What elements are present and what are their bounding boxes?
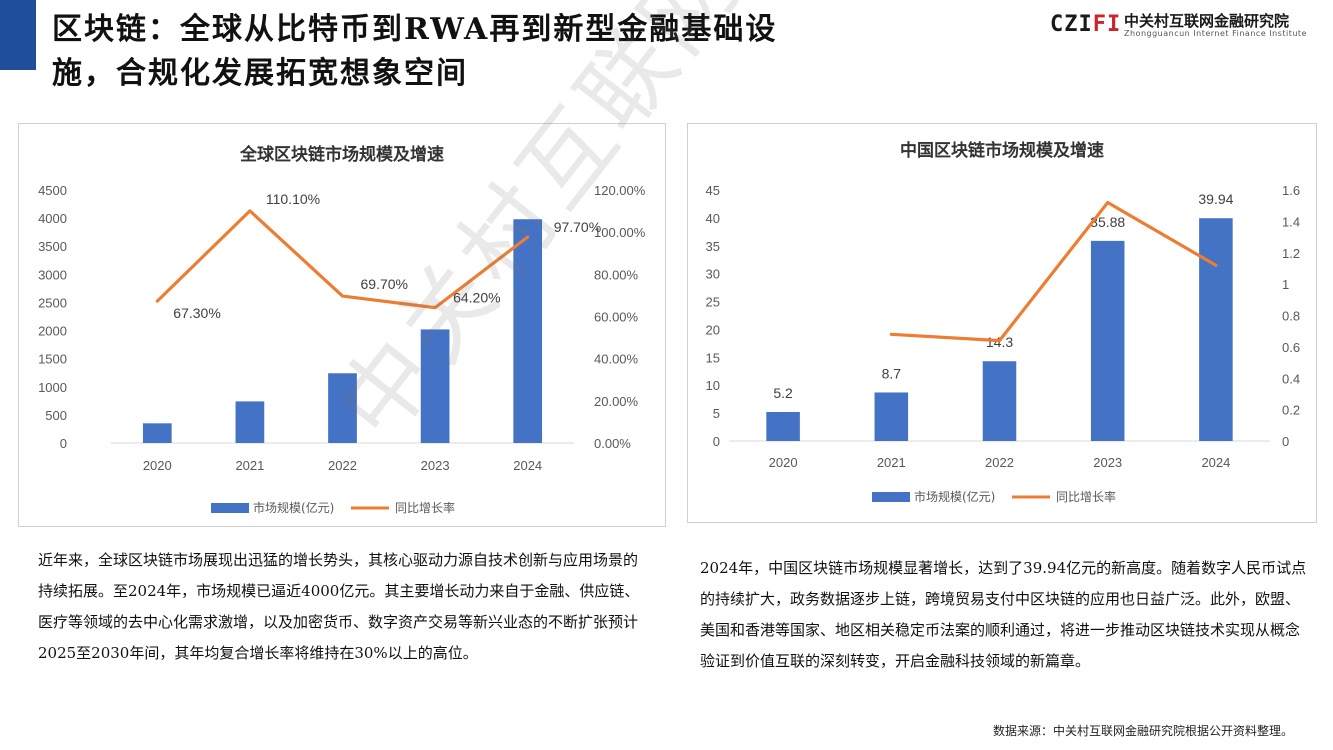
y-right-tick-label: 0.00% <box>594 436 631 451</box>
page-title-line1: 区块链：全球从比特币到RWA再到新型金融基础设 <box>52 12 778 47</box>
line-data-label: 69.70% <box>361 276 408 292</box>
global-chart-panel: 全球区块链市场规模及增速 0 500 1000 1500 2000 2500 3000 3500… <box>18 123 666 527</box>
x-tick-label: 2024 <box>1201 455 1230 470</box>
y-left-tick-label: 40 <box>706 211 720 226</box>
x-tick-label: 2020 <box>143 458 172 473</box>
y-right-tick-label: 0.8 <box>1282 309 1300 324</box>
y-left-tick-label: 4000 <box>38 211 67 226</box>
page-title-line2: 施，合规化发展拓宽想象空间 <box>52 56 468 91</box>
x-tick-label: 2023 <box>1093 455 1122 470</box>
y-right-tick-label: 100.00% <box>594 225 646 240</box>
data-source-note: 数据来源：中关村互联网金融研究院根据公开资料整理。 <box>992 724 1293 738</box>
y-right-tick-label: 120.00% <box>594 183 646 198</box>
growth-rate-line <box>155 209 530 310</box>
logo-chinese-name: 中关村互联网金融研究院 <box>1124 12 1290 30</box>
bar <box>1199 218 1233 441</box>
y-left-tick-label: 30 <box>706 267 720 282</box>
bar <box>420 329 450 443</box>
y-right-tick-label: 1 <box>1282 277 1289 292</box>
logo-mark: CZIFI <box>1050 12 1121 37</box>
bar <box>982 361 1017 441</box>
y-right-tick-label: 0.4 <box>1282 371 1300 386</box>
bar-data-label: 35.88 <box>1090 214 1125 230</box>
bar <box>513 219 543 443</box>
y-left-tick-label: 1500 <box>38 352 67 367</box>
x-tick-label: 2023 <box>421 458 450 473</box>
y-left-tick-label: 3000 <box>38 267 67 282</box>
y-right-tick-label: 0.2 <box>1282 403 1300 418</box>
bar <box>142 423 172 443</box>
china-summary-paragraph: 2024年，中国区块链市场规模显著增长，达到了39.94亿元的新高度。随着数字人… <box>700 559 1307 670</box>
x-tick-label: 2021 <box>877 455 906 470</box>
legend-line-label: 同比增长率 <box>1056 489 1116 504</box>
bar-data-label: 5.2 <box>773 385 793 401</box>
page-title: 区块链：全球从比特币到RWA再到新型金融基础设 施，合规化发展拓宽想象空间 <box>52 8 952 96</box>
y-left-tick-label: 45 <box>706 183 720 198</box>
bar-data-label: 14.3 <box>986 334 1013 350</box>
legend-bar-label: 市场规模(亿元) <box>253 500 334 515</box>
bar-data-label: 39.94 <box>1198 191 1233 207</box>
y-right-tick-label: 1.6 <box>1282 183 1300 198</box>
x-tick-label: 2022 <box>985 455 1014 470</box>
growth-rate-line <box>889 200 1218 343</box>
x-tick-label: 2024 <box>513 458 542 473</box>
logo-mark-right: FI <box>1092 12 1122 37</box>
x-tick-label: 2020 <box>769 455 798 470</box>
y-left-tick-label: 2500 <box>38 295 67 310</box>
global-market-chart: 全球区块链市场规模及增速 0 500 1000 1500 2000 2500 3000 3500… <box>38 144 646 515</box>
legend-bar-swatch <box>211 503 249 513</box>
chart-title: 中国区块链市场规模及增速 <box>900 140 1104 161</box>
y-left-tick-label: 1000 <box>38 380 67 395</box>
y-left-tick-label: 5 <box>713 406 720 421</box>
line-data-label: 110.10% <box>266 191 320 207</box>
y-left-tick-label: 10 <box>706 378 720 393</box>
line-data-label: 64.20% <box>453 290 500 306</box>
bar <box>874 392 909 441</box>
bar <box>235 401 265 443</box>
bar-data-label: 8.7 <box>882 365 902 381</box>
global-summary-paragraph: 近年来，全球区块链市场展现出迅猛的增长势头，其核心驱动力源自技术创新与应用场景的… <box>38 551 640 662</box>
institute-logo: CZIFI 中关村互联网金融研究院 Zhongguancun Internet … <box>1050 10 1320 44</box>
bar <box>328 373 357 443</box>
y-left-tick-label: 3500 <box>38 239 67 254</box>
y-right-tick-label: 1.4 <box>1282 214 1300 229</box>
accent-bar <box>0 0 36 70</box>
chart-title: 全球区块链市场规模及增速 <box>239 144 444 165</box>
bar <box>1090 240 1125 441</box>
y-right-tick-label: 0 <box>1282 434 1289 449</box>
y-left-tick-label: 25 <box>706 295 720 310</box>
y-left-tick-label: 500 <box>45 408 67 423</box>
y-left-tick-label: 0 <box>713 434 720 449</box>
line-data-label: 67.30% <box>173 305 220 321</box>
x-tick-label: 2021 <box>235 458 264 473</box>
y-left-tick-label: 4500 <box>38 183 67 198</box>
line-data-label: 97.70% <box>554 219 601 235</box>
y-right-tick-label: 20.00% <box>594 394 639 409</box>
y-right-tick-label: 0.6 <box>1282 340 1300 355</box>
bar <box>766 411 800 441</box>
y-left-tick-label: 35 <box>706 239 720 254</box>
china-chart-panel: 中国区块链市场规模及增速 0 5 10 15 20 25 30 35 40 45 0 0.2 0.4 0.6… <box>687 123 1317 523</box>
china-market-chart: 中国区块链市场规模及增速 0 5 10 15 20 25 30 35 40 45 0 0.2 0.4 0.6… <box>706 140 1301 504</box>
logo-english-name: Zhongguancun Internet Finance Institute <box>1124 29 1307 38</box>
y-left-tick-label: 20 <box>706 322 720 337</box>
y-right-tick-label: 1.2 <box>1282 246 1300 261</box>
legend-bar-swatch <box>872 492 910 502</box>
legend-line-label: 同比增长率 <box>395 500 455 515</box>
y-left-tick-label: 0 <box>60 436 67 451</box>
y-left-tick-label: 2000 <box>38 324 67 339</box>
legend-bar-label: 市场规模(亿元) <box>914 489 995 504</box>
y-right-tick-label: 80.00% <box>594 267 639 282</box>
y-left-tick-label: 15 <box>706 350 720 365</box>
y-right-tick-label: 60.00% <box>594 310 639 325</box>
logo-mark-left: CZI <box>1050 12 1093 37</box>
x-tick-label: 2022 <box>328 458 357 473</box>
y-right-tick-label: 40.00% <box>594 352 639 367</box>
